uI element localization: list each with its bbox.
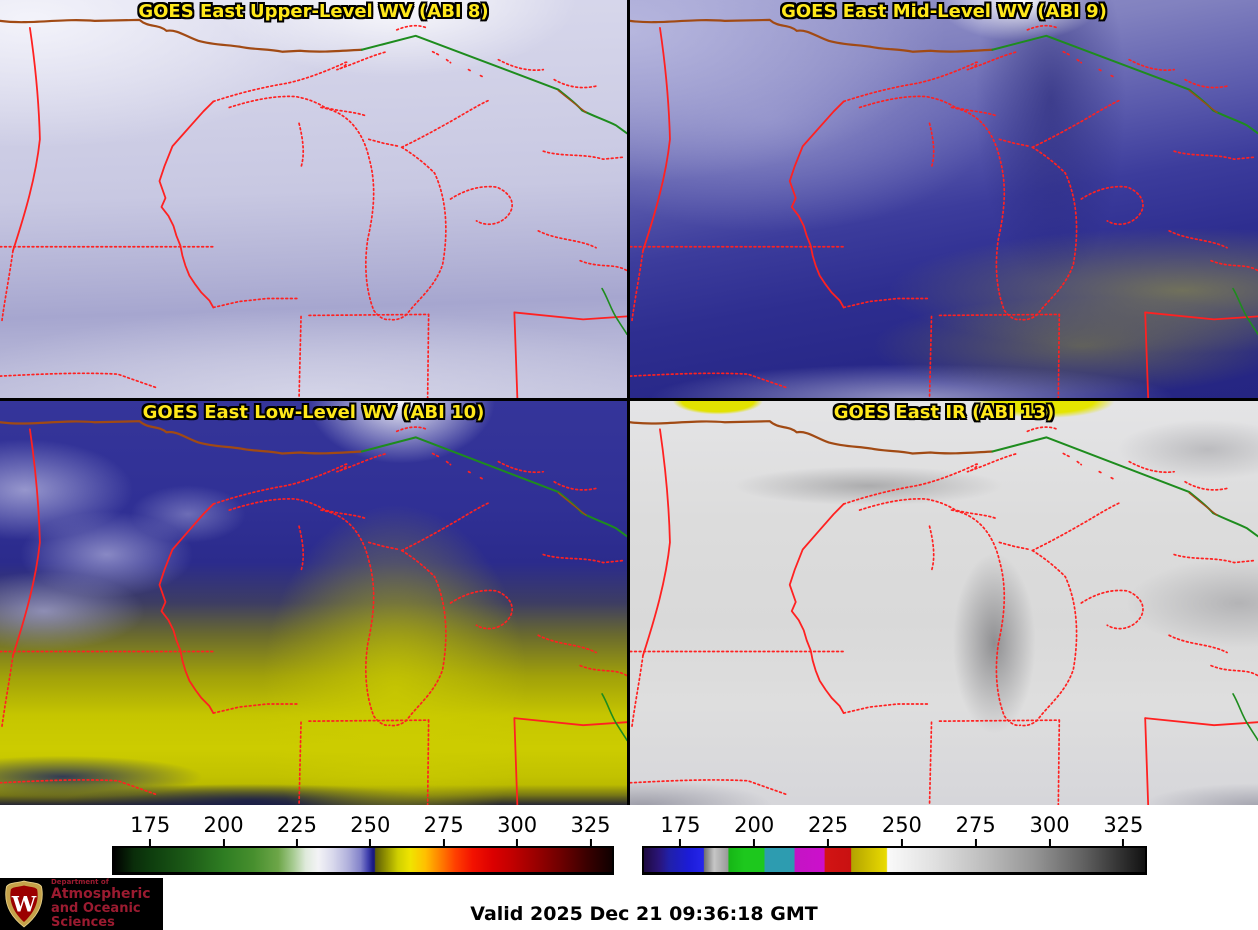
crest-letter: W bbox=[11, 893, 37, 918]
satellite-quad-panels: GOES East Upper-Level WV (ABI 8) GOES Ea… bbox=[0, 0, 1258, 805]
colorbar-tick-label: 225 bbox=[276, 813, 317, 837]
colorbar-tick-mark bbox=[222, 839, 225, 846]
colorbar-tick-mark bbox=[295, 839, 298, 846]
panel-low-level-wv: GOES East Low-Level WV (ABI 10) bbox=[0, 401, 627, 805]
colorbar-tick-label: 275 bbox=[955, 813, 996, 837]
colorbar-tick: 275 bbox=[956, 813, 996, 846]
colorbar-tick-label: 200 bbox=[734, 813, 775, 837]
map-overlay bbox=[630, 18, 1258, 398]
panel-title-abi9: GOES East Mid-Level WV (ABI 9) bbox=[781, 1, 1107, 22]
colorbar-tick-label: 225 bbox=[808, 813, 849, 837]
uw-crest-icon: W bbox=[5, 880, 43, 928]
colorbar-tick: 300 bbox=[1029, 813, 1070, 846]
colorbar-tick-label: 175 bbox=[660, 813, 701, 837]
colorbar-tick: 175 bbox=[660, 813, 700, 846]
ir-colorbar-ticks: 175 200 225 250 275 300 325 bbox=[642, 813, 1147, 846]
colorbar-tick-mark bbox=[442, 839, 445, 846]
aos-logo: W Department of Atmospheric and Oceanic … bbox=[0, 878, 163, 930]
map-overlay bbox=[0, 420, 627, 805]
colorbar-tick-label: 250 bbox=[881, 813, 922, 837]
colorbar-tick-mark bbox=[1122, 839, 1125, 846]
colorbar-tick-label: 325 bbox=[570, 813, 611, 837]
panel-title-abi10: GOES East Low-Level WV (ABI 10) bbox=[142, 402, 485, 423]
panel-ir: GOES East IR (ABI 13) bbox=[630, 401, 1258, 805]
colorbar-tick-label: 300 bbox=[497, 813, 538, 837]
map-overlay bbox=[0, 18, 627, 398]
map-overlay bbox=[630, 420, 1258, 805]
wv-colorbar-gradient bbox=[112, 846, 614, 875]
colorbar-tick: 225 bbox=[277, 813, 317, 846]
colorbar-tick: 200 bbox=[734, 813, 774, 846]
colorbar-tick-mark bbox=[679, 839, 682, 846]
colorbar-tick: 275 bbox=[424, 813, 464, 846]
panel-upper-level-wv: GOES East Upper-Level WV (ABI 8) bbox=[0, 0, 627, 398]
colorbar-tick: 175 bbox=[130, 813, 170, 846]
colorbar-tick-mark bbox=[900, 839, 903, 846]
colorbar-tick: 225 bbox=[808, 813, 848, 846]
logo-line2: and Oceanic Sciences bbox=[51, 900, 141, 930]
colorbar-tick: 300 bbox=[497, 813, 537, 846]
colorbar-tick-mark bbox=[827, 839, 830, 846]
colorbar-tick: 250 bbox=[882, 813, 922, 846]
panel-title-abi13: GOES East IR (ABI 13) bbox=[833, 402, 1055, 423]
colorbar-tick-mark bbox=[589, 839, 592, 846]
ir-colorbar: 175 200 225 250 275 300 325 bbox=[642, 813, 1147, 875]
panel-title-abi8: GOES East Upper-Level WV (ABI 8) bbox=[138, 1, 489, 22]
colorbar-tick-mark bbox=[516, 839, 519, 846]
colorbar-tick: 200 bbox=[204, 813, 244, 846]
colorbar-tick: 325 bbox=[1103, 813, 1143, 846]
colorbar-tick-mark bbox=[974, 839, 977, 846]
panel-mid-level-wv: GOES East Mid-Level WV (ABI 9) bbox=[630, 0, 1258, 398]
colorbar-tick-mark bbox=[369, 839, 372, 846]
colorbar-tick-mark bbox=[149, 839, 152, 846]
colorbar-tick-mark bbox=[753, 839, 756, 846]
colorbar-tick-label: 275 bbox=[423, 813, 464, 837]
colorbar-tick-label: 250 bbox=[350, 813, 391, 837]
colorbar-tick: 325 bbox=[570, 813, 611, 846]
logo-line1: Atmospheric bbox=[51, 886, 151, 903]
logo-dept-label: Department of bbox=[51, 878, 109, 886]
ir-colorbar-gradient bbox=[642, 846, 1147, 875]
footer: 175 200 225 250 275 300 325 175 200 225 250 275 300… bbox=[0, 805, 1258, 930]
colorbar-tick-label: 300 bbox=[1029, 813, 1070, 837]
wv-colorbar-ticks: 175 200 225 250 275 300 325 bbox=[112, 813, 614, 846]
aos-logo-text: Department of Atmospheric and Oceanic Sc… bbox=[51, 878, 163, 930]
wv-colorbar: 175 200 225 250 275 300 325 bbox=[112, 813, 614, 875]
colorbar-tick-label: 200 bbox=[203, 813, 244, 837]
valid-timestamp: Valid 2025 Dec 21 09:36:18 GMT bbox=[470, 903, 818, 925]
colorbar-tick-mark bbox=[1048, 839, 1051, 846]
colorbar-tick-label: 175 bbox=[130, 813, 171, 837]
colorbar-tick-label: 325 bbox=[1103, 813, 1144, 837]
colorbar-tick: 250 bbox=[350, 813, 390, 846]
